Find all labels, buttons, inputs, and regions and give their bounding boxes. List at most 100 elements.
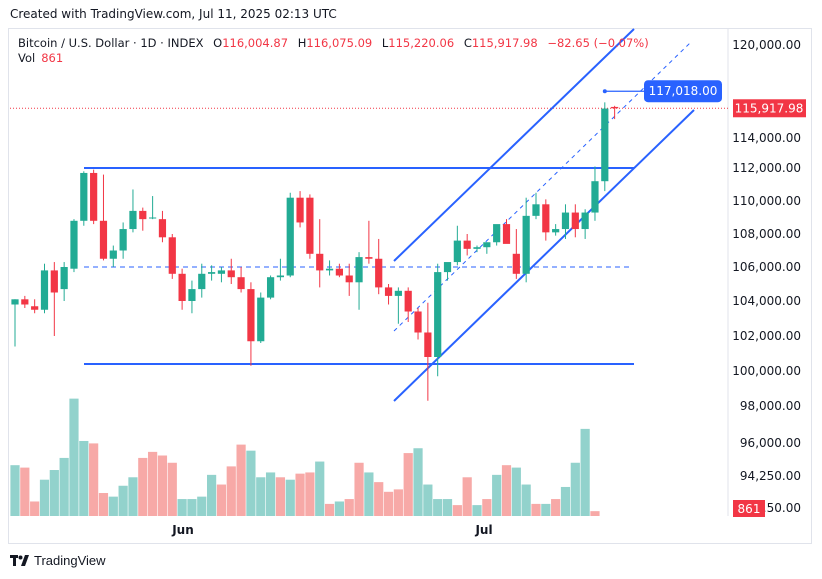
candle-body: [414, 311, 422, 333]
volume-bar: [433, 499, 443, 516]
volume-bar: [177, 499, 187, 516]
low-label: L: [381, 36, 389, 50]
price-marker-label-bg: [644, 80, 722, 103]
candle-body: [217, 270, 226, 274]
volume-bar: [383, 491, 394, 516]
candle-body: [296, 197, 304, 223]
volume-bar: [403, 453, 413, 516]
volume-bar: [374, 482, 384, 516]
candle-body: [139, 210, 147, 220]
y-axis-tick-label: 100,000.00: [732, 364, 801, 378]
volume-bar: [324, 503, 335, 516]
volume-bar: [442, 499, 453, 516]
candle-body: [522, 215, 530, 274]
volume-bar: [49, 470, 59, 516]
candle-body: [611, 106, 619, 109]
volume-bar: [138, 457, 148, 516]
open-label: O: [213, 36, 223, 50]
candle-body: [434, 272, 442, 357]
y-axis-tick-label: 114,000.00: [732, 131, 801, 145]
volume-bar: [226, 466, 236, 516]
volume-bar: [246, 450, 256, 516]
y-axis-tick-label: …50.00: [755, 501, 801, 515]
y-axis-tick-label: 96,000.00: [740, 436, 801, 450]
candle-body: [60, 267, 68, 290]
candle-body: [463, 240, 471, 249]
candle-body: [335, 268, 343, 276]
tradingview-brand[interactable]: TradingView: [10, 553, 106, 568]
candle-body: [266, 277, 275, 298]
volume-bar: [79, 440, 89, 516]
brand-label: TradingView: [34, 553, 106, 568]
candle-body: [345, 275, 353, 283]
candle-body: [188, 289, 196, 301]
candle-body: [90, 172, 98, 221]
channel-lower-line: [393, 109, 695, 402]
volume-bar: [482, 499, 492, 516]
candle-body: [325, 268, 334, 271]
volume-bar: [462, 477, 472, 516]
tradingview-logo-icon: [10, 554, 29, 566]
candle-body: [552, 229, 560, 233]
volume-bar: [472, 505, 482, 516]
volume-bar: [551, 499, 561, 516]
candle-body: [306, 197, 314, 254]
candle-body: [512, 253, 520, 274]
candle-body: [502, 224, 511, 244]
symbol-legend: Bitcoin / U.S. Dollar · 1D · INDEX O116,…: [18, 35, 649, 51]
candle-body: [404, 290, 412, 312]
volume-bar: [423, 484, 433, 516]
volume-axis-label: 861: [738, 502, 761, 516]
close-value: 115,917.98: [471, 36, 538, 50]
volume-bar: [128, 477, 138, 516]
volume-bar: [531, 503, 541, 516]
volume-bar: [256, 477, 266, 516]
y-axis-tick-label: 120,000.00: [732, 38, 801, 52]
candle-body: [424, 332, 432, 357]
y-axis-tick-label: 102,000.00: [732, 329, 801, 343]
chart-caption: Created with TradingView.com, Jul 11, 20…: [10, 7, 337, 21]
volume-bar: [492, 474, 502, 516]
symbol-title[interactable]: Bitcoin / U.S. Dollar · 1D · INDEX: [18, 36, 204, 50]
volume-label[interactable]: Vol: [18, 51, 36, 65]
candle-body: [119, 229, 127, 251]
volume-bar: [580, 428, 590, 516]
candle-body: [355, 257, 363, 283]
y-axis-tick-label: 112,000.00: [732, 161, 801, 175]
candle-body: [158, 219, 167, 238]
volume-value: 861: [41, 51, 64, 65]
volume-bar: [69, 398, 79, 516]
candle-body: [365, 257, 373, 259]
candle-body: [129, 210, 137, 230]
volume-bar: [236, 444, 246, 516]
y-axis-tick-label: 104,000.00: [732, 294, 801, 308]
candle-body: [375, 258, 383, 288]
volume-bar: [364, 472, 374, 516]
candle-body: [31, 306, 39, 310]
candle-body: [21, 299, 29, 305]
candle-body: [208, 272, 216, 274]
volume-bar: [315, 461, 325, 516]
volume-bar: [148, 451, 158, 516]
volume-legend: Vol 861: [18, 51, 63, 65]
candle-body: [493, 224, 501, 243]
volume-bar: [59, 457, 69, 516]
volume-bar: [216, 484, 227, 516]
volume-bar: [89, 443, 99, 516]
candle-body: [384, 287, 393, 296]
candle-body: [316, 253, 324, 271]
candle-body: [70, 220, 78, 269]
candle-body: [178, 273, 186, 301]
y-axis-tick-label: 106,000.00: [732, 260, 801, 274]
candle-body: [443, 262, 452, 273]
candle-body: [227, 270, 235, 278]
candle-body: [50, 270, 58, 293]
candle-body: [286, 197, 294, 276]
candle-body: [571, 212, 579, 230]
candle-body: [581, 212, 589, 230]
candle-body: [99, 220, 108, 259]
volume-bar: [501, 465, 512, 516]
volume-bar: [570, 462, 580, 516]
volume-bar: [452, 505, 462, 516]
